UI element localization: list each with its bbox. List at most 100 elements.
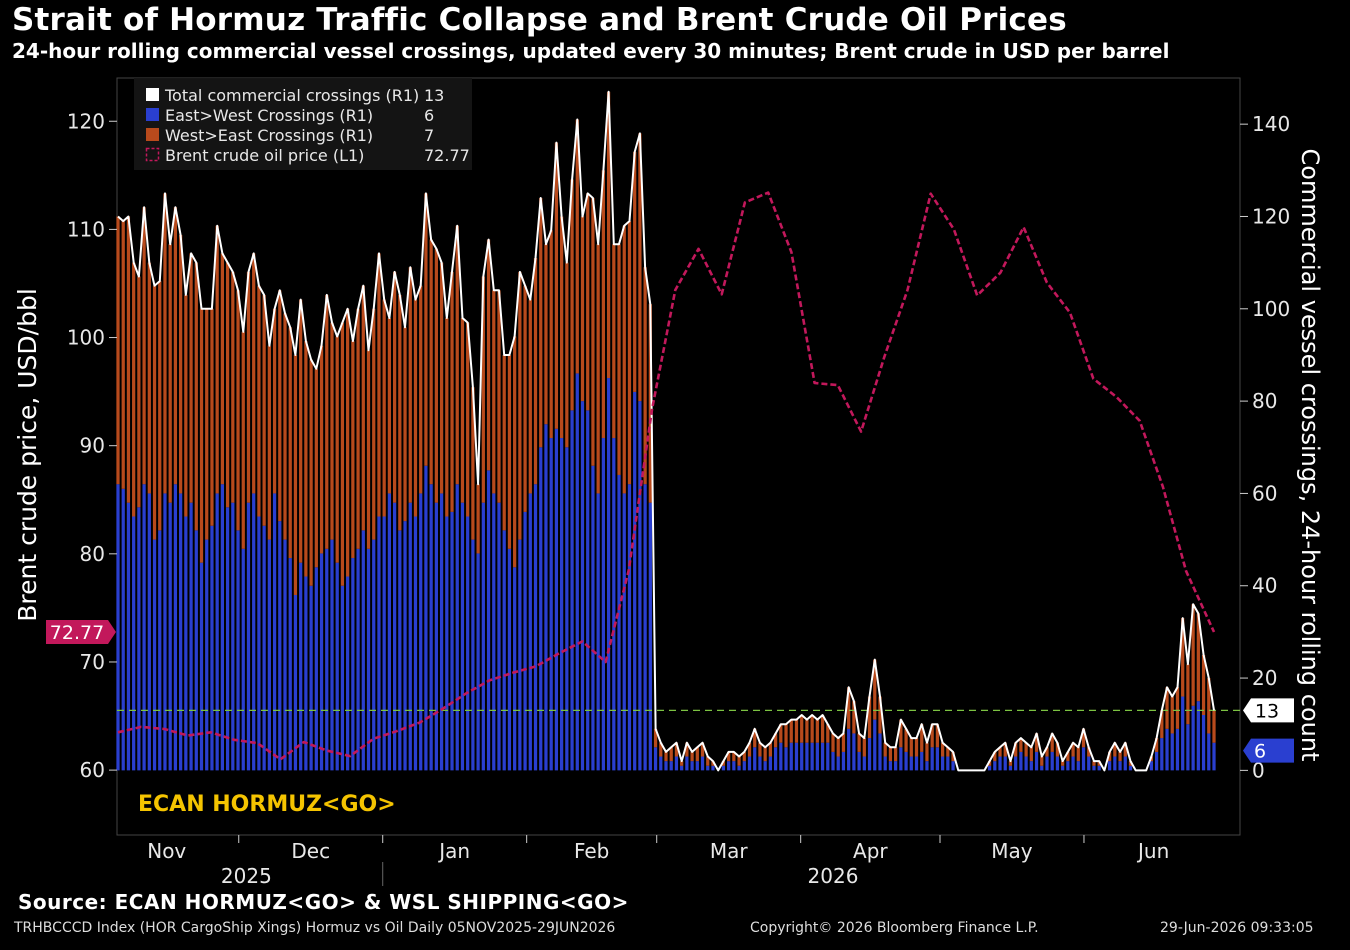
bar-west-east bbox=[549, 230, 553, 439]
bar-east-west bbox=[330, 539, 334, 771]
bar-west-east bbox=[627, 221, 632, 485]
bar-west-east bbox=[643, 267, 647, 485]
x-tick-label: Feb bbox=[574, 839, 609, 863]
bar-east-west bbox=[753, 747, 757, 771]
bar-west-east bbox=[142, 207, 146, 485]
bar-east-west bbox=[1034, 751, 1039, 771]
bar-west-east bbox=[158, 281, 162, 531]
bar-west-east bbox=[648, 304, 652, 503]
bar-east-west bbox=[236, 530, 240, 771]
bar-west-east bbox=[653, 728, 658, 748]
bar-west-east bbox=[591, 198, 595, 466]
bar-west-east bbox=[820, 714, 825, 743]
bar-east-west bbox=[633, 391, 637, 771]
bar-east-west bbox=[382, 516, 386, 771]
bar-west-east bbox=[1181, 618, 1185, 697]
bar-west-east bbox=[606, 91, 611, 379]
bar-east-west bbox=[1092, 765, 1096, 771]
bar-east-west bbox=[1081, 747, 1086, 771]
east-west-last-marker bbox=[1243, 738, 1294, 763]
bar-east-west bbox=[450, 511, 454, 771]
legend-label: West>East Crossings (R1) bbox=[165, 126, 373, 145]
bar-west-east bbox=[246, 271, 251, 503]
bar-west-east bbox=[523, 285, 527, 512]
bar-east-west bbox=[1118, 761, 1122, 771]
bar-east-west bbox=[815, 742, 819, 771]
bar-east-west bbox=[189, 502, 193, 771]
bar-east-west bbox=[768, 756, 772, 771]
bar-west-east bbox=[800, 714, 804, 743]
bar-east-west bbox=[899, 747, 903, 771]
bar-west-east bbox=[826, 724, 830, 743]
x-tick-label: May bbox=[991, 839, 1033, 863]
bar-east-west bbox=[909, 756, 913, 771]
bar-east-west bbox=[706, 765, 710, 771]
bar-west-east bbox=[987, 761, 992, 766]
x-tick-label: Dec bbox=[291, 839, 330, 863]
bar-east-west bbox=[173, 484, 178, 771]
bar-west-east bbox=[241, 331, 245, 549]
bar-west-east bbox=[836, 738, 840, 757]
bar-west-east bbox=[794, 719, 799, 743]
bar-east-west bbox=[1181, 696, 1185, 771]
bar-west-east bbox=[518, 271, 522, 540]
bar-west-east bbox=[252, 253, 256, 494]
bar-west-east bbox=[1024, 742, 1028, 757]
bar-east-west bbox=[398, 530, 402, 771]
bar-east-west bbox=[1196, 701, 1200, 771]
bar-west-east bbox=[492, 290, 496, 494]
bar-west-east bbox=[831, 733, 835, 752]
bar-east-west bbox=[643, 484, 647, 771]
bar-west-east bbox=[460, 318, 465, 503]
bar-west-east bbox=[685, 742, 689, 757]
source-note: Source: ECAN HORMUZ<GO> & WSL SHIPPING<G… bbox=[18, 890, 629, 914]
bar-east-west bbox=[335, 562, 339, 771]
left-tick-label: 70 bbox=[80, 650, 105, 674]
bar-west-east bbox=[899, 719, 903, 748]
bar-west-east bbox=[1170, 696, 1174, 734]
bar-west-east bbox=[659, 742, 663, 757]
bar-east-west bbox=[773, 747, 778, 771]
bar-east-west bbox=[1201, 714, 1206, 771]
bar-west-east bbox=[888, 747, 893, 762]
bar-west-east bbox=[873, 659, 877, 720]
total-last-marker bbox=[1243, 698, 1294, 723]
bar-west-east bbox=[471, 387, 475, 540]
bar-east-west bbox=[779, 742, 783, 771]
bar-east-west bbox=[116, 484, 120, 771]
x-tick-label: Apr bbox=[853, 839, 888, 863]
bar-west-east bbox=[1003, 742, 1007, 757]
bar-east-west bbox=[1160, 738, 1164, 771]
bar-east-west bbox=[132, 516, 136, 771]
bar-east-west bbox=[586, 410, 590, 771]
bar-west-east bbox=[1061, 761, 1065, 766]
bar-west-east bbox=[768, 742, 772, 757]
bar-east-west bbox=[554, 428, 559, 771]
x-tick-label: Jun bbox=[1136, 839, 1169, 863]
bar-west-east bbox=[497, 290, 501, 503]
bar-east-west bbox=[340, 585, 345, 771]
bar-east-west bbox=[747, 756, 752, 771]
bar-east-west bbox=[1076, 761, 1080, 771]
bar-west-east bbox=[1175, 687, 1180, 729]
bar-west-east bbox=[424, 193, 428, 466]
legend-box bbox=[134, 78, 472, 170]
bar-west-east bbox=[351, 341, 355, 559]
left-tick-label: 110 bbox=[67, 217, 105, 241]
bar-west-east bbox=[413, 299, 418, 517]
right-tick-label: 120 bbox=[1252, 204, 1290, 228]
bar-west-east bbox=[163, 193, 167, 494]
bar-east-west bbox=[987, 765, 992, 771]
bar-east-west bbox=[878, 733, 882, 771]
bar-west-east bbox=[533, 258, 538, 485]
bar-west-east bbox=[612, 244, 616, 439]
bar-east-west bbox=[241, 548, 245, 771]
bar-east-west bbox=[690, 761, 694, 771]
bar-east-west bbox=[387, 493, 392, 771]
bar-east-west bbox=[727, 761, 731, 771]
right-tick-label: 60 bbox=[1252, 481, 1277, 505]
bar-west-east bbox=[753, 728, 757, 748]
bar-east-west bbox=[826, 742, 830, 771]
right-tick-label: 0 bbox=[1252, 758, 1265, 782]
bar-east-west bbox=[669, 761, 673, 771]
